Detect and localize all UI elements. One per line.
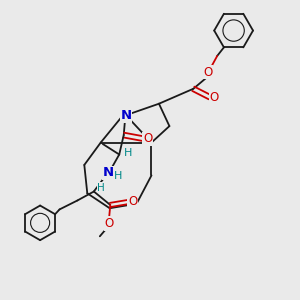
Text: H: H — [98, 183, 105, 193]
Text: H: H — [114, 171, 122, 181]
Text: O: O — [143, 132, 152, 145]
Text: H: H — [123, 148, 132, 158]
Text: O: O — [128, 196, 137, 208]
Text: N: N — [121, 109, 132, 122]
Text: O: O — [210, 91, 219, 103]
Text: N: N — [103, 167, 114, 179]
Text: O: O — [105, 217, 114, 230]
Text: O: O — [204, 66, 213, 79]
